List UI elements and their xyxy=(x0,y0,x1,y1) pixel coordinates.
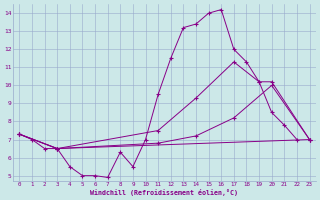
X-axis label: Windchill (Refroidissement éolien,°C): Windchill (Refroidissement éolien,°C) xyxy=(91,189,238,196)
